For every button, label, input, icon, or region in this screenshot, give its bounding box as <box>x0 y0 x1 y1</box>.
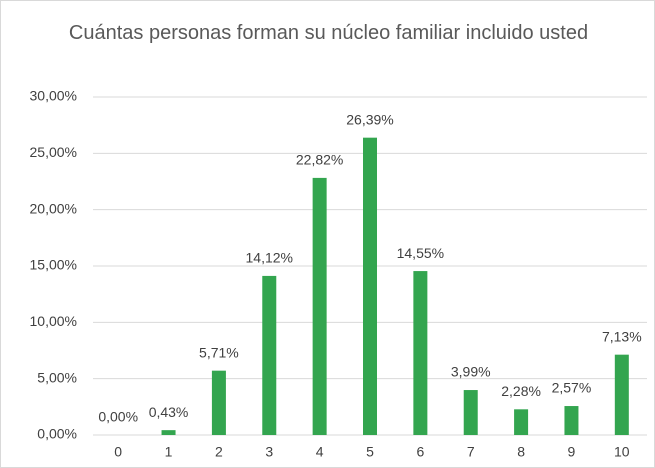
bar <box>211 370 226 435</box>
y-tick-label: 5,00% <box>37 369 77 385</box>
bar <box>614 354 629 435</box>
y-tick-label: 20,00% <box>30 200 77 216</box>
y-tick-label: 10,00% <box>30 313 77 329</box>
data-label: 5,71% <box>199 344 239 360</box>
x-tick-label: 9 <box>568 444 576 460</box>
data-label: 14,55% <box>397 245 444 261</box>
y-tick-label: 25,00% <box>30 144 77 160</box>
x-tick-label: 2 <box>215 444 223 460</box>
x-tick-label: 0 <box>114 444 122 460</box>
x-tick-label: 7 <box>467 444 475 460</box>
data-label: 22,82% <box>296 152 343 168</box>
x-tick-label: 8 <box>517 444 525 460</box>
data-label: 0,00% <box>98 409 138 425</box>
x-tick-label: 3 <box>265 444 273 460</box>
x-tick-label: 1 <box>165 444 173 460</box>
x-tick-label: 5 <box>366 444 374 460</box>
chart-title: Cuántas personas forman su núcleo famili… <box>68 22 589 44</box>
y-tick-label: 15,00% <box>30 257 77 273</box>
bar <box>564 406 579 435</box>
data-label: 14,12% <box>246 250 293 266</box>
x-tick-label: 4 <box>316 444 324 460</box>
data-label: 0,43% <box>149 404 189 420</box>
data-label: 7,13% <box>602 328 642 344</box>
data-label: 2,28% <box>501 383 541 399</box>
bar <box>312 177 327 436</box>
bar <box>262 275 277 435</box>
bar <box>463 390 478 435</box>
bar <box>514 409 529 435</box>
bar <box>161 430 176 435</box>
data-label: 26,39% <box>346 111 393 127</box>
x-tick-label: 10 <box>614 444 630 460</box>
bar <box>413 271 428 435</box>
data-label: 2,57% <box>552 380 592 396</box>
bar <box>363 137 377 435</box>
y-tick-label: 30,00% <box>30 88 77 104</box>
data-label: 3,99% <box>451 364 491 380</box>
x-tick-label: 6 <box>416 444 424 460</box>
y-tick-label: 0,00% <box>37 426 77 442</box>
